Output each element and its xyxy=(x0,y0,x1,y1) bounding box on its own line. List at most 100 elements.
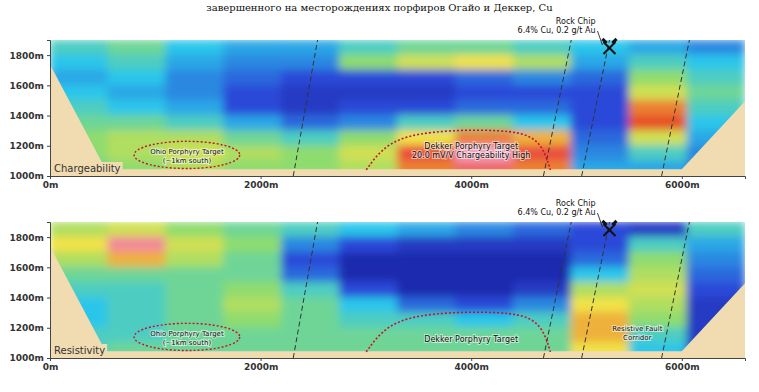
heat-cell xyxy=(165,267,224,283)
heat-cell xyxy=(165,115,224,131)
ohio-target-outline xyxy=(134,323,240,350)
heat-cell xyxy=(281,85,340,101)
basement-left xyxy=(50,64,745,176)
tick-label: 6000m xyxy=(665,362,699,372)
panel-title-group: Chargeability xyxy=(52,162,123,175)
heat-cell xyxy=(455,115,514,131)
heat-cell xyxy=(165,237,224,253)
heat-cell xyxy=(687,267,745,283)
heat-cell xyxy=(397,115,456,131)
heat-cell xyxy=(107,40,166,56)
heat-cell xyxy=(223,237,282,253)
panel-title-bg xyxy=(52,162,123,175)
heat-cell xyxy=(571,55,630,71)
heat-cell xyxy=(455,55,514,71)
heat-cell xyxy=(571,222,630,238)
heat-cell xyxy=(455,222,514,238)
heat-cell xyxy=(339,237,398,253)
heat-cell xyxy=(513,40,572,56)
tick-label: 1800m xyxy=(10,50,44,60)
heat-cell xyxy=(571,282,630,298)
heat-cell xyxy=(339,70,398,86)
tick-label: 1000m xyxy=(10,171,44,181)
icon-part xyxy=(603,224,615,236)
annotation-text: 20.0 mV/V Chargeability High xyxy=(412,151,531,160)
heat-cell xyxy=(223,297,282,313)
heat-cell xyxy=(223,130,282,146)
annotation-text: 6.4% Cu, 0.2 g/t Au xyxy=(518,26,596,35)
heat-cell xyxy=(281,267,340,283)
heat-cell xyxy=(339,327,398,343)
annotation-text: Dekker Porphyry Target xyxy=(424,335,518,344)
heat-cell xyxy=(513,267,572,283)
heat-cell xyxy=(281,115,340,131)
heat-cell xyxy=(281,312,340,328)
heat-cell xyxy=(339,130,398,146)
chart-root: завершенного на месторождениях порфиров … xyxy=(0,0,759,392)
tick-mark xyxy=(261,358,262,361)
heat-cell xyxy=(281,282,340,298)
heat-cell xyxy=(223,282,282,298)
x-axis: 0m2000m4000m6000m xyxy=(43,176,746,190)
annotation-text: (~1km south) xyxy=(163,339,212,347)
heat-cell xyxy=(455,70,514,86)
tick: 1600m xyxy=(10,81,50,91)
heat-cell xyxy=(513,222,572,238)
heat-cell xyxy=(165,252,224,268)
tick-mark xyxy=(50,358,51,361)
y-axis: 1000m1200m1400m1600m1800m xyxy=(10,223,51,364)
heat-cell xyxy=(629,70,688,86)
annotation-text: (~1km south) xyxy=(163,157,212,165)
fault-line xyxy=(662,40,690,176)
heat-cell xyxy=(513,237,572,253)
tick-mark xyxy=(47,358,50,359)
tick: 1200m xyxy=(10,323,50,333)
tick: 1200m xyxy=(10,141,50,151)
fault-line xyxy=(662,222,690,358)
annotation: Rock Chip6.4% Cu, 0.2 g/t Au xyxy=(518,17,603,45)
heat-cell xyxy=(513,115,572,131)
heat-cell xyxy=(165,40,224,56)
heat-cell xyxy=(339,55,398,71)
plot-area xyxy=(50,222,745,358)
heat-cell xyxy=(629,115,688,131)
heat-cell xyxy=(165,85,224,101)
tick-mark xyxy=(47,116,50,117)
ohio-target-outline xyxy=(134,141,240,168)
heat-cell xyxy=(107,237,166,253)
tick-label: 6000m xyxy=(665,180,699,190)
heat-cell xyxy=(629,40,688,56)
heat-cell xyxy=(397,40,456,56)
axis-line xyxy=(51,359,746,362)
annotation: Dekker Porphyry Target20.0 mV/V Chargeab… xyxy=(412,142,531,160)
heat-cell xyxy=(687,222,745,238)
annotation-text: Dekker Porphyry Target xyxy=(424,142,518,151)
heat-cell xyxy=(339,100,398,116)
panel: 1000m1200m1400m1600m1800m0m2000m4000m600… xyxy=(10,17,746,190)
icon-part xyxy=(611,38,617,44)
tick-label: 0m xyxy=(43,362,59,372)
axis-line xyxy=(47,223,51,359)
tick-label: 1400m xyxy=(10,293,44,303)
heat-cell xyxy=(571,237,630,253)
heat-cell xyxy=(50,222,108,238)
tick-label: 4000m xyxy=(454,180,488,190)
heat-cell xyxy=(629,282,688,298)
rock-chip-icon xyxy=(601,220,617,236)
heat-cell xyxy=(281,100,340,116)
heat-cell xyxy=(107,282,166,298)
y-axis: 1000m1200m1400m1600m1800m xyxy=(10,41,51,182)
heat-cell xyxy=(107,70,166,86)
heat-cell xyxy=(687,237,745,253)
tick-mark xyxy=(471,176,472,179)
heat-cell xyxy=(687,55,745,71)
heat-cell xyxy=(571,115,630,131)
heat-cell xyxy=(107,85,166,101)
heat-cell xyxy=(571,297,630,313)
annotation-text: Rock Chip xyxy=(556,17,596,26)
tick-mark xyxy=(47,328,50,329)
heat-cell xyxy=(223,327,282,343)
heat-cell xyxy=(165,100,224,116)
icon-part xyxy=(611,220,617,226)
heat-cell xyxy=(629,100,688,116)
